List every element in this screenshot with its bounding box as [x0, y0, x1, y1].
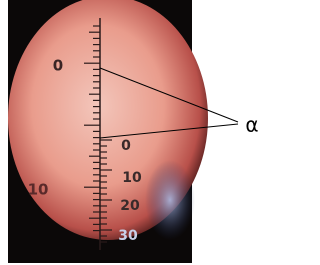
right-label: 30 [118, 228, 138, 244]
right-label: 0 [121, 138, 131, 154]
left-label: 10 [28, 181, 49, 199]
page: {"scales": {"left": {"labels": ["0", "10… [0, 0, 268, 265]
blue-reflection [145, 160, 195, 240]
right-label: 20 [120, 198, 140, 214]
left-label: 0 [53, 57, 63, 75]
annotation-label: α [245, 113, 258, 137]
right-label: 10 [122, 170, 142, 186]
eyepiece-photo: 0 10 0 10 20 30 α [0, 0, 268, 265]
